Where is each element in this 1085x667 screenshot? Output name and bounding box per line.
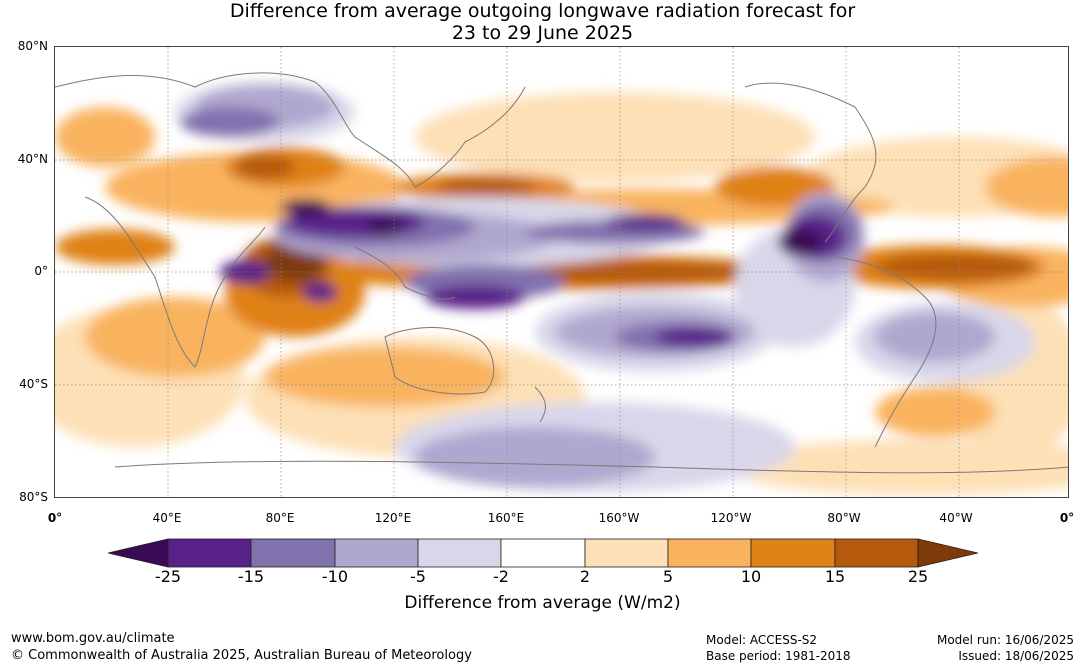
lon-label-120e: 120°E [374, 511, 412, 525]
colorbar-segment [250, 538, 336, 568]
lat-label-80s: 80°S [19, 490, 48, 504]
footer-url[interactable]: www.bom.gov.au/climate [11, 631, 175, 646]
lat-label-40n: 40°N [17, 152, 48, 166]
lon-label-80w: 80°W [827, 511, 861, 525]
colorbar-tick: 15 [824, 567, 846, 586]
colorbar-tick: 25 [907, 567, 929, 586]
lon-label-120w: 120°W [710, 511, 752, 525]
lon-label-0-left: 0° [47, 511, 63, 525]
colorbar-tick: -2 [493, 567, 509, 586]
colorbar-tick: 2 [579, 567, 591, 586]
colorbar-tick: 10 [740, 567, 762, 586]
footer-model-run: Model run: 16/06/2025 [936, 633, 1074, 647]
lat-label-0: 0° [34, 264, 48, 278]
footer-base-period: Base period: 1981-2018 [706, 649, 851, 663]
colorbar-segment [667, 538, 752, 568]
colorbar-tick: -15 [237, 567, 265, 586]
coastlines [55, 72, 1068, 474]
colorbar-label: Difference from average (W/m2) [404, 593, 681, 613]
lat-label-40s: 40°S [19, 377, 48, 391]
map-title-line-2: 23 to 29 June 2025 [451, 22, 634, 44]
colorbar-segment [750, 538, 836, 568]
colorbar-segment [584, 538, 669, 568]
lon-label-80e: 80°E [265, 511, 295, 525]
lon-label-40w: 40°W [939, 511, 973, 525]
footer-model: Model: ACCESS-S2 [706, 633, 818, 647]
colorbar-segment [167, 538, 252, 568]
colorbar-segment [500, 538, 586, 568]
colorbar-segment [834, 538, 919, 568]
olr-anomaly-map [54, 46, 1069, 498]
colorbar-tick: -25 [154, 567, 182, 586]
colorbar-upper-extension [917, 538, 978, 568]
colorbar-segment [334, 538, 419, 568]
graticule [55, 47, 1068, 497]
footer-copyright: © Commonwealth of Australia 2025, Austra… [11, 648, 472, 663]
map-canvas [55, 47, 1068, 497]
colorbar-tick: -5 [410, 567, 426, 586]
map-title-line-1: Difference from average outgoing longwav… [229, 0, 856, 22]
colorbar-tick: -10 [321, 567, 349, 586]
lon-label-160e: 160°E [487, 511, 525, 525]
colorbar [108, 538, 978, 568]
colorbar-segment [417, 538, 502, 568]
lon-label-40e: 40°E [152, 511, 182, 525]
anomaly-field [55, 82, 1068, 495]
lon-label-160w: 160°W [598, 511, 640, 525]
colorbar-tick: 5 [662, 567, 674, 586]
lon-label-0-right: 0° [1059, 511, 1075, 525]
colorbar-lower-extension [108, 538, 169, 568]
lat-label-80n: 80°N [17, 39, 48, 53]
footer-issued: Issued: 18/06/2025 [958, 649, 1074, 663]
